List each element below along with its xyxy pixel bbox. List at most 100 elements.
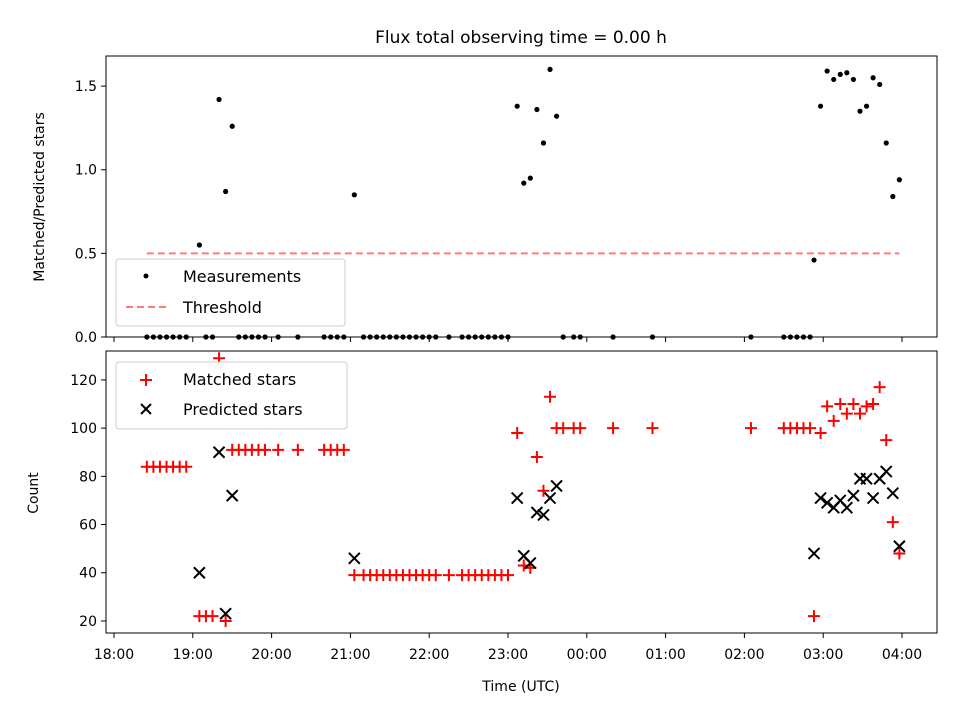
predicted-star-point	[510, 491, 524, 505]
top-chart-ylabel: Matched/Predicted stars	[32, 112, 48, 282]
measurement-point	[824, 68, 830, 74]
y-tick-label: 40	[79, 566, 97, 582]
x-tick-label: 03:00	[803, 647, 843, 663]
x-tick-label: 00:00	[567, 647, 607, 663]
matched-star-point	[821, 400, 834, 413]
measurement-point	[521, 180, 527, 186]
bottom-chart-ylabel: Count	[26, 472, 42, 514]
matched-star-point	[840, 407, 853, 420]
predicted-star-point	[820, 496, 834, 510]
x-tick-label: 23:00	[488, 647, 528, 663]
measurement-point	[351, 192, 357, 198]
matched-star-point	[886, 516, 899, 529]
y-tick-label: 100	[70, 421, 97, 437]
y-tick-label: 20	[79, 614, 97, 630]
x-tick-label: 19:00	[173, 647, 213, 663]
matched-star-point	[880, 434, 893, 447]
legend-measurements-marker	[143, 273, 149, 279]
measurement-point	[844, 70, 850, 76]
measurement-point	[547, 66, 553, 72]
predicted-star-point	[840, 501, 854, 514]
matched-star-point	[537, 484, 550, 497]
measurement-point	[850, 76, 857, 83]
matched-star-point	[272, 443, 285, 456]
matched-star-point	[511, 426, 524, 439]
top-chart-legend: Measurements Threshold	[115, 258, 346, 327]
matched-star-point	[206, 610, 219, 623]
legend-predicted-marker	[140, 403, 152, 415]
measurement-point	[527, 175, 533, 181]
measurement-point	[229, 123, 235, 129]
matched-star-point	[429, 569, 442, 582]
predicted-star-point	[524, 556, 537, 570]
measurement-point	[216, 96, 222, 103]
matched-star-point	[259, 443, 272, 456]
measurement-point	[896, 177, 902, 183]
measurement-point	[831, 76, 837, 83]
measurement-point	[514, 103, 520, 109]
measurement-point	[877, 81, 883, 88]
measurement-point	[883, 140, 889, 146]
y-tick-label: 1.0	[75, 163, 97, 179]
x-tick-label: 20:00	[251, 647, 291, 663]
predicted-star-point	[847, 489, 860, 502]
measurement-point	[553, 113, 560, 119]
matched-star-point	[646, 422, 659, 435]
y-tick-label: 0.0	[75, 330, 97, 346]
legend-predicted-label: Predicted stars	[183, 400, 303, 419]
matched-star-point	[337, 443, 350, 456]
matched-star-point	[867, 398, 880, 411]
y-tick-label: 1.5	[75, 79, 97, 95]
matched-star-point	[804, 422, 817, 435]
plot-frame	[105, 350, 938, 634]
matched-star-point	[744, 422, 757, 435]
predicted-star-point	[550, 479, 563, 493]
top-chart-title: Flux total observing time = 0.00 h	[375, 28, 667, 48]
predicted-star-point	[530, 506, 544, 519]
matched-star-point	[180, 460, 193, 473]
plot-frame	[105, 55, 938, 338]
matched-star-point	[291, 443, 304, 456]
predicted-star-point	[860, 472, 873, 485]
predicted-star-point	[893, 540, 906, 553]
predicted-star-point	[814, 491, 827, 505]
measurement-point	[196, 242, 202, 248]
measurement-point	[837, 71, 843, 77]
measurement-point	[811, 257, 817, 263]
predicted-star-point	[807, 547, 821, 560]
x-tick-label: 02:00	[724, 647, 764, 663]
y-tick-label: 0.5	[75, 246, 97, 262]
legend-frame	[115, 258, 346, 327]
x-tick-label: 01:00	[645, 647, 685, 663]
legend-threshold-label: Threshold	[182, 298, 262, 317]
matched-star-point	[853, 407, 866, 420]
x-tick-label: 04:00	[882, 647, 922, 663]
measurement-point	[534, 106, 540, 113]
x-tick-label: 21:00	[330, 647, 370, 663]
measurement-point	[890, 193, 896, 200]
legend-frame	[115, 361, 348, 430]
predicted-star-point	[886, 486, 900, 500]
predicted-star-point	[219, 607, 232, 620]
matched-star-point	[544, 390, 557, 403]
predicted-star-point	[193, 566, 206, 579]
measurement-point	[870, 75, 876, 81]
bottom-chart-legend: Matched stars Predicted stars	[115, 361, 348, 430]
matched-star-point	[557, 422, 570, 435]
bottom-chart-xlabel: Time (UTC)	[481, 679, 559, 695]
matched-star-point	[502, 569, 514, 582]
matched-star-point	[847, 398, 860, 411]
matched-star-point	[442, 569, 455, 582]
legend-matched-marker	[140, 374, 152, 386]
matched-star-point	[834, 398, 847, 411]
measurement-point	[863, 103, 870, 109]
measurement-point	[817, 103, 824, 109]
x-tick-label: 22:00	[409, 647, 449, 663]
matched-star-point	[827, 414, 840, 427]
predicted-star-point	[537, 508, 550, 522]
matched-star-point	[808, 610, 821, 623]
matched-star-point	[814, 426, 827, 439]
y-tick-label: 60	[79, 518, 97, 534]
measurement-point	[540, 140, 547, 146]
